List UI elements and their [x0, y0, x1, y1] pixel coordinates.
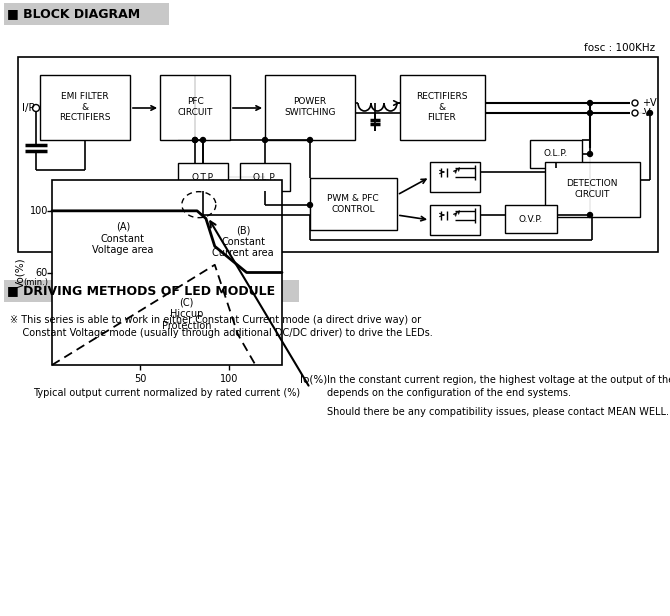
Bar: [4, 280, 299, 302]
Bar: [265, 75, 355, 140]
Circle shape: [192, 137, 198, 142]
Text: ■ DRIVING METHODS OF LED MODULE: ■ DRIVING METHODS OF LED MODULE: [7, 285, 275, 298]
Circle shape: [588, 213, 592, 217]
Text: Constant Voltage mode (usually through additional DC/DC driver) to drive the LED: Constant Voltage mode (usually through a…: [10, 328, 433, 338]
Bar: [430, 205, 480, 235]
Text: Typical output current normalized by rated current (%): Typical output current normalized by rat…: [34, 388, 301, 398]
Circle shape: [263, 137, 267, 142]
Text: POWER
SWITCHING: POWER SWITCHING: [284, 97, 336, 116]
Text: depends on the configuration of the end systems.: depends on the configuration of the end …: [327, 388, 571, 398]
Text: In the constant current region, the highest voltage at the output of the driver: In the constant current region, the high…: [327, 375, 670, 385]
Text: 100: 100: [29, 206, 48, 216]
Text: ※ This series is able to work in either Constant Current mode (a direct drive wa: ※ This series is able to work in either …: [10, 315, 421, 325]
Bar: [545, 162, 640, 217]
Text: +V: +V: [642, 98, 657, 108]
Circle shape: [647, 110, 653, 116]
Circle shape: [588, 100, 592, 105]
Text: PWM & PFC
CONTROL: PWM & PFC CONTROL: [327, 194, 379, 214]
Circle shape: [308, 203, 312, 208]
Text: O.L.P.: O.L.P.: [544, 150, 568, 158]
Circle shape: [200, 137, 206, 142]
Text: I/P: I/P: [22, 103, 35, 113]
Text: Vo(%): Vo(%): [15, 257, 25, 288]
Text: O.T.P.: O.T.P.: [191, 172, 215, 182]
Text: 60: 60: [36, 267, 48, 277]
Circle shape: [308, 137, 312, 142]
Text: 100: 100: [220, 374, 238, 384]
Bar: [430, 162, 480, 192]
Bar: [240, 163, 290, 191]
Bar: [52, 180, 282, 365]
Bar: [178, 163, 228, 191]
Text: fosc : 100KHz: fosc : 100KHz: [584, 43, 655, 53]
Circle shape: [588, 110, 592, 116]
Text: (min.): (min.): [23, 278, 48, 287]
Text: Should there be any compatibility issues, please contact MEAN WELL.: Should there be any compatibility issues…: [327, 407, 669, 417]
Bar: [505, 205, 557, 233]
Text: (B)
Constant
Current area: (B) Constant Current area: [212, 225, 274, 258]
Bar: [40, 75, 130, 140]
Text: (C)
Hiccup
Protection: (C) Hiccup Protection: [161, 298, 211, 331]
Bar: [160, 75, 230, 140]
Bar: [530, 140, 582, 168]
Bar: [4, 3, 169, 25]
Text: (A)
Constant
Voltage area: (A) Constant Voltage area: [92, 222, 153, 255]
Bar: [310, 178, 397, 230]
Text: ■ BLOCK DIAGRAM: ■ BLOCK DIAGRAM: [7, 7, 140, 20]
Text: O.V.P.: O.V.P.: [519, 214, 543, 224]
Text: EMI FILTER
&
RECTIFIERS: EMI FILTER & RECTIFIERS: [59, 92, 111, 122]
Bar: [400, 75, 485, 140]
Text: 50: 50: [134, 374, 147, 384]
Text: DETECTION
CIRCUIT: DETECTION CIRCUIT: [566, 179, 618, 199]
Text: O.L.P.: O.L.P.: [253, 172, 277, 182]
Text: RECTIFIERS
&
FILTER: RECTIFIERS & FILTER: [416, 92, 468, 122]
Text: -V: -V: [642, 108, 651, 118]
Bar: [18, 57, 658, 252]
Text: PFC
CIRCUIT: PFC CIRCUIT: [178, 97, 212, 116]
Text: Io(%): Io(%): [300, 374, 327, 384]
Circle shape: [192, 137, 198, 142]
Circle shape: [588, 152, 592, 156]
